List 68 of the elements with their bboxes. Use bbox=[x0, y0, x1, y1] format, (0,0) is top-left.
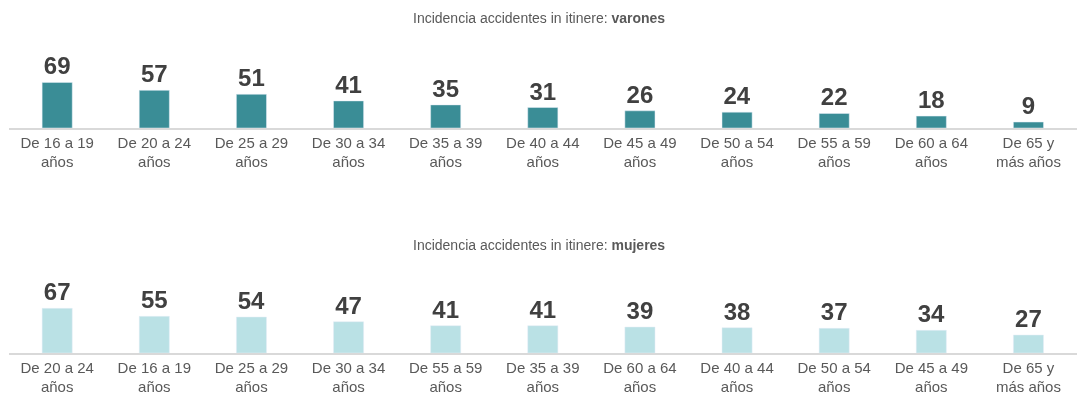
bar bbox=[916, 115, 947, 128]
x-tick-label: De 25 a 29 años bbox=[214, 133, 289, 171]
bar bbox=[333, 321, 364, 353]
data-label: 51 bbox=[238, 64, 265, 92]
data-label: 54 bbox=[237, 287, 266, 315]
bar bbox=[818, 328, 850, 353]
data-label: 41 bbox=[529, 295, 557, 323]
bar bbox=[139, 90, 170, 128]
data-label: 26 bbox=[626, 80, 654, 108]
x-tick-label: De 20 a 24 años bbox=[20, 358, 94, 396]
x-tick-label: De 40 a 44 años bbox=[700, 358, 774, 396]
bar bbox=[236, 316, 267, 353]
bar bbox=[333, 100, 364, 128]
bar bbox=[624, 110, 656, 128]
x-tick-label: De 60 a 64 años bbox=[603, 358, 677, 396]
x-tick-label: De 30 a 34 años bbox=[311, 358, 386, 396]
data-label: 24 bbox=[723, 82, 751, 110]
data-label: 55 bbox=[140, 286, 168, 314]
x-tick-label: De 55 a 59 años bbox=[408, 358, 483, 396]
x-tick-label: De 65 y más años bbox=[995, 133, 1061, 171]
data-label: 57 bbox=[140, 60, 168, 88]
bar bbox=[916, 330, 947, 353]
data-label: 69 bbox=[43, 52, 71, 80]
x-tick-label: De 40 a 44 años bbox=[506, 133, 580, 171]
x-tick-label: De 50 a 54 años bbox=[797, 358, 871, 396]
x-tick-label: De 25 a 29 años bbox=[214, 358, 289, 396]
data-label: 18 bbox=[917, 86, 945, 114]
x-tick-label: De 16 a 19 años bbox=[20, 133, 94, 171]
x-tick-label: De 45 a 49 años bbox=[894, 358, 969, 396]
x-tick-label: De 20 a 24 años bbox=[117, 133, 191, 171]
bar bbox=[527, 107, 559, 128]
data-label: 37 bbox=[820, 298, 848, 326]
bar bbox=[41, 308, 73, 353]
bar bbox=[624, 326, 656, 353]
data-label: 41 bbox=[432, 295, 460, 323]
bar bbox=[1013, 334, 1044, 353]
x-tick-label: De 65 y más años bbox=[995, 358, 1061, 396]
bar bbox=[139, 316, 170, 353]
data-label: 39 bbox=[626, 297, 654, 325]
data-label: 35 bbox=[432, 74, 460, 102]
chart-title: Incidencia accidentes in itinere: varones bbox=[413, 10, 666, 26]
bar bbox=[430, 325, 461, 353]
bar bbox=[41, 82, 73, 128]
x-tick-label: De 35 a 39 años bbox=[506, 358, 580, 396]
data-label: 47 bbox=[335, 291, 362, 319]
bar bbox=[721, 111, 753, 128]
data-label: 38 bbox=[723, 297, 751, 325]
x-tick-label: De 45 a 49 años bbox=[603, 133, 677, 171]
data-label: 27 bbox=[1015, 305, 1042, 333]
x-tick-label: De 16 a 19 años bbox=[117, 358, 191, 396]
chart-title: Incidencia accidentes in itinere: mujeres bbox=[413, 237, 666, 253]
data-label: 9 bbox=[1021, 92, 1036, 120]
x-tick-label: De 30 a 34 años bbox=[311, 133, 386, 171]
bar bbox=[236, 94, 267, 128]
data-label: 34 bbox=[917, 300, 945, 328]
x-tick-label: De 50 a 54 años bbox=[700, 133, 774, 171]
data-label: 31 bbox=[529, 77, 557, 105]
bar bbox=[527, 325, 559, 353]
data-label: 22 bbox=[820, 83, 848, 111]
x-tick-label: De 55 a 59 años bbox=[797, 133, 871, 171]
data-label: 67 bbox=[43, 278, 71, 306]
data-label: 41 bbox=[335, 70, 362, 98]
x-tick-label: De 60 a 64 años bbox=[894, 133, 969, 171]
bar bbox=[721, 327, 753, 353]
bar bbox=[430, 104, 461, 128]
x-tick-label: De 35 a 39 años bbox=[408, 133, 483, 171]
bar bbox=[818, 113, 850, 128]
bar bbox=[1013, 121, 1044, 128]
